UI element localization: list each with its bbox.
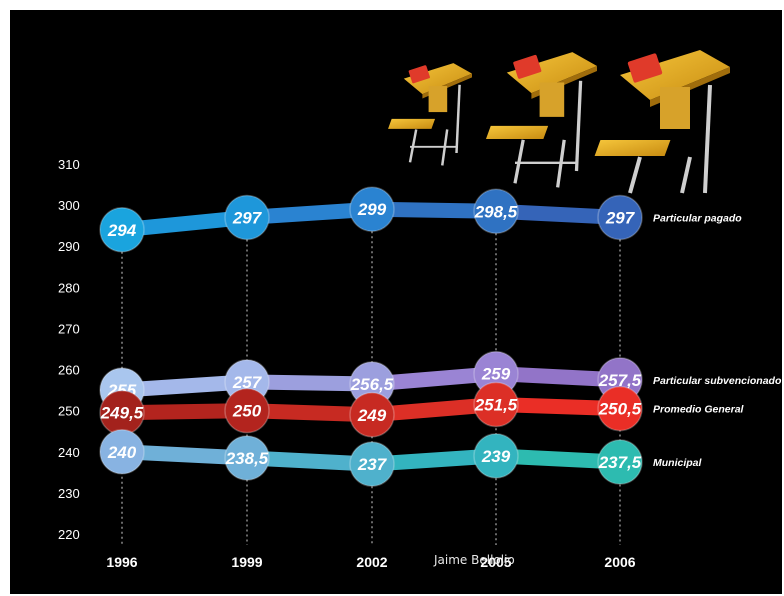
chart-panel: 220 230 240 250 260 270 280 290 300 310 1996 1999 20… xyxy=(10,10,782,594)
data-point xyxy=(473,433,519,479)
data-label: 249,5 xyxy=(100,404,144,423)
data-label: 257,5 xyxy=(598,371,642,390)
data-point xyxy=(349,441,395,487)
data-label: 257 xyxy=(232,373,263,392)
plot-area: 220 230 240 250 260 270 280 290 300 310 1996 1999 20… xyxy=(58,157,782,570)
data-label: 250 xyxy=(232,402,262,421)
credit-text: Jaime Bellolio xyxy=(434,553,515,567)
data-label: 294 xyxy=(107,221,137,240)
data-label: 250,5 xyxy=(598,400,642,419)
x-tick-label: 2006 xyxy=(604,554,635,570)
data-point xyxy=(473,381,519,428)
y-tick-label: 310 xyxy=(58,157,80,172)
y-tick-label: 260 xyxy=(58,363,80,378)
y-tick-label: 250 xyxy=(58,404,80,419)
data-label: 237,5 xyxy=(598,453,642,472)
data-point xyxy=(99,429,145,475)
data-point xyxy=(597,194,643,241)
data-point xyxy=(99,207,145,253)
data-label: 238,5 xyxy=(225,449,269,468)
x-tick-label: 1999 xyxy=(231,554,262,570)
desk-chair-icon xyxy=(388,63,472,166)
data-label: 298,5 xyxy=(474,202,518,221)
data-label: 297 xyxy=(605,208,636,227)
desk-chair-icon xyxy=(594,50,730,194)
data-label: 256,5 xyxy=(350,375,394,394)
data-point xyxy=(224,194,270,241)
data-label: 259 xyxy=(481,365,511,384)
data-label: 297 xyxy=(232,208,263,227)
data-point xyxy=(224,435,270,481)
y-tick-label: 290 xyxy=(58,239,80,254)
series-name-label: Particular subvencionado xyxy=(653,375,782,387)
y-tick-label: 300 xyxy=(58,198,80,213)
y-tick-label: 230 xyxy=(58,486,80,501)
data-label: 239 xyxy=(481,447,511,466)
line-chart: 220 230 240 250 260 270 280 290 300 310 1996 1999 20… xyxy=(58,50,782,570)
x-tick-label: 1996 xyxy=(106,554,137,570)
data-label: 249 xyxy=(357,406,387,425)
data-point xyxy=(597,439,643,485)
data-point xyxy=(597,385,643,432)
y-tick-label: 220 xyxy=(58,527,80,542)
series-name-label: Promedio General xyxy=(653,404,745,416)
desk-chair-icon xyxy=(485,52,597,188)
data-point xyxy=(349,392,395,438)
data-label: 237 xyxy=(357,455,388,474)
series-name-label: Municipal xyxy=(653,457,703,469)
y-tick-label: 270 xyxy=(58,321,80,336)
data-point xyxy=(349,186,395,232)
x-tick-label: 2005 xyxy=(480,554,511,570)
x-tick-label: 2002 xyxy=(356,554,387,570)
desk-illustrations xyxy=(388,50,730,194)
data-point xyxy=(473,188,519,235)
data-label: 251,5 xyxy=(474,396,518,415)
y-tick-label: 240 xyxy=(58,445,80,460)
y-tick-label: 280 xyxy=(58,280,80,295)
data-point xyxy=(224,387,270,434)
series-name-label: Particular pagado xyxy=(653,212,742,224)
data-label: 299 xyxy=(357,200,387,219)
data-label: 240 xyxy=(107,443,137,462)
